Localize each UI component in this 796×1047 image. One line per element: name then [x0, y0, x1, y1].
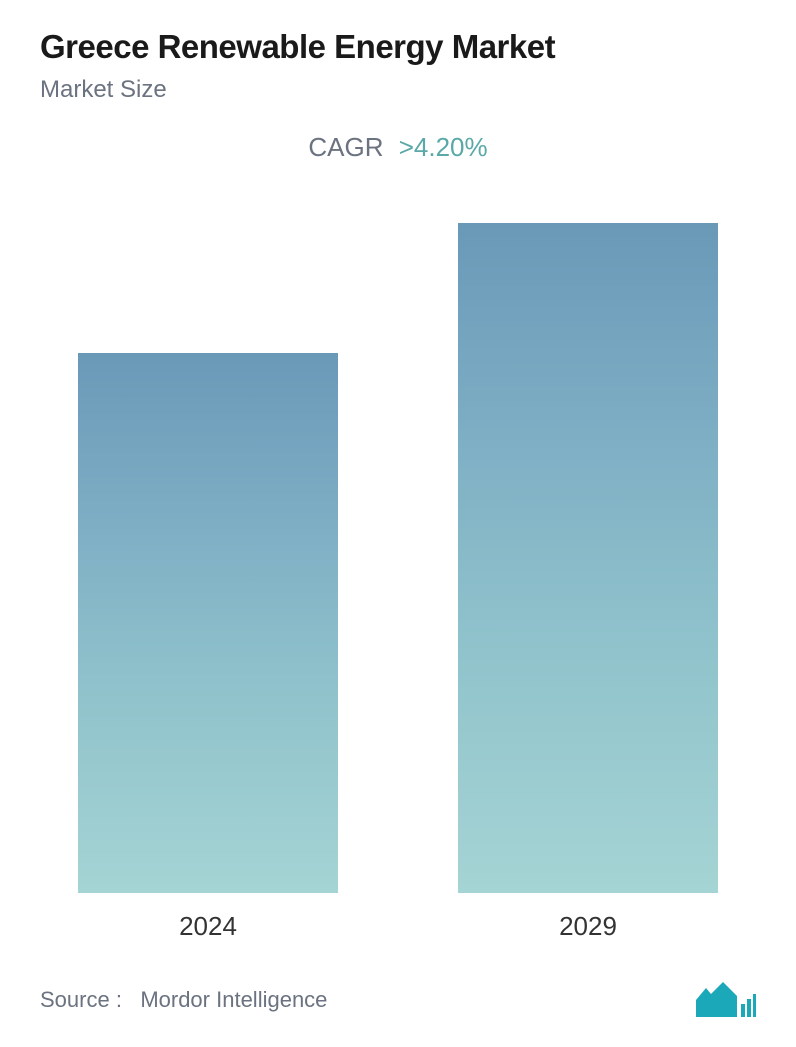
- bar-label-2024: 2024: [179, 911, 237, 942]
- source-label: Source :: [40, 987, 122, 1012]
- mordor-logo-icon: [696, 982, 756, 1017]
- bar-2024-wrapper: 2024: [78, 353, 338, 942]
- bar-label-2029: 2029: [559, 911, 617, 942]
- source-name: Mordor Intelligence: [140, 987, 327, 1012]
- bar-2029-wrapper: 2029: [458, 223, 718, 942]
- cagr-value: >4.20%: [399, 132, 488, 162]
- chart-footer: Source : Mordor Intelligence: [40, 962, 756, 1047]
- cagr-label: CAGR: [308, 132, 383, 162]
- chart-title: Greece Renewable Energy Market: [40, 28, 756, 66]
- bar-chart: 2024 2029: [40, 223, 756, 962]
- bar-2029: [458, 223, 718, 893]
- source-text: Source : Mordor Intelligence: [40, 987, 327, 1013]
- chart-subtitle: Market Size: [40, 76, 756, 104]
- cagr-row: CAGR >4.20%: [40, 132, 756, 163]
- chart-container: Greece Renewable Energy Market Market Si…: [0, 0, 796, 1034]
- bar-2024: [78, 353, 338, 893]
